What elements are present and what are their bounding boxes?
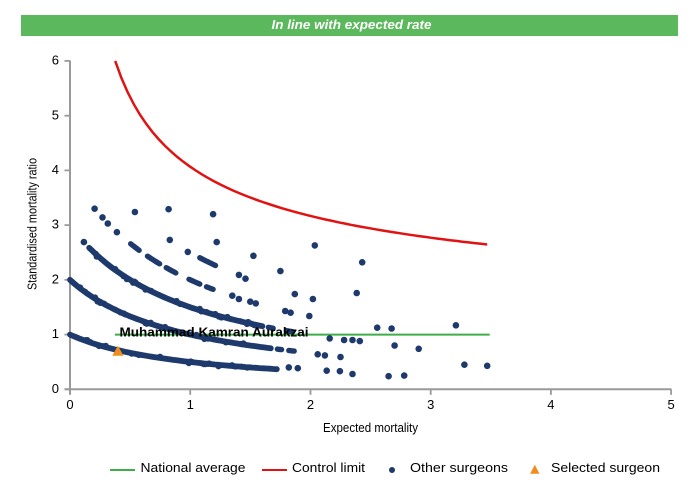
svg-text:Other surgeons: Other surgeons [410,460,509,475]
svg-text:3: 3 [427,397,434,412]
svg-text:National average: National average [141,460,246,475]
svg-text:0: 0 [66,397,73,412]
svg-text:5: 5 [667,397,674,412]
svg-text:3: 3 [52,217,59,232]
svg-text:1: 1 [52,326,59,341]
svg-text:In line with expected rate: In line with expected rate [272,17,432,32]
svg-text:4: 4 [547,397,554,412]
svg-text:5: 5 [52,107,59,122]
svg-text:Selected surgeon: Selected surgeon [551,460,660,475]
svg-text:Standardised mortality ratio: Standardised mortality ratio [26,158,40,290]
svg-text:2: 2 [52,271,59,286]
svg-text:2: 2 [307,397,314,412]
svg-text:1: 1 [187,397,194,412]
svg-text:Expected mortality: Expected mortality [323,420,418,435]
svg-text:Muhammad Kamran Aurakzai: Muhammad Kamran Aurakzai [120,325,309,340]
svg-text:4: 4 [52,162,59,177]
svg-text:0: 0 [52,381,59,396]
svg-text:6: 6 [52,53,59,68]
svg-text:Control limit: Control limit [292,460,365,475]
